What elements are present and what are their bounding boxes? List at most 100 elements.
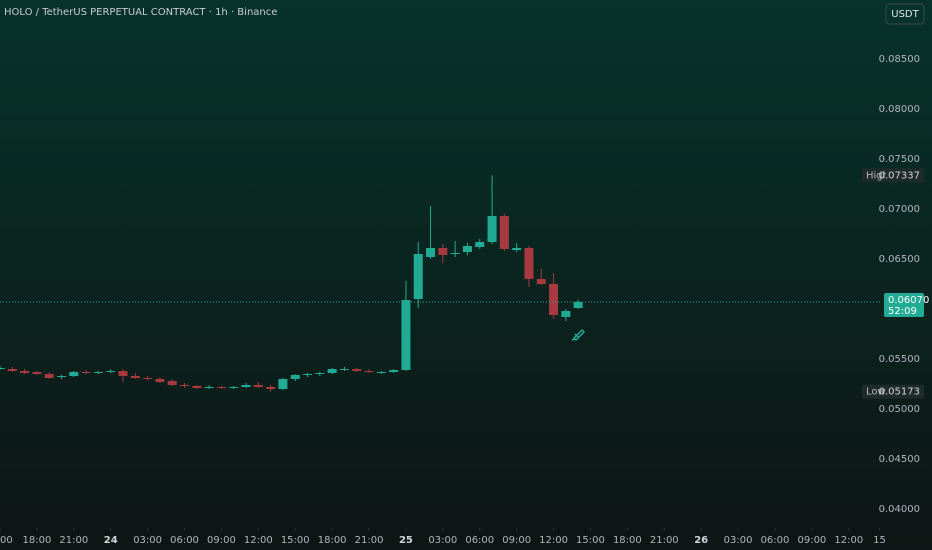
marker-name-badge (862, 168, 886, 183)
x-tick-label: 12:00 (539, 535, 568, 546)
y-tick-label: 0.04500 (879, 454, 920, 465)
candle-body (278, 379, 288, 389)
marker-value-badge (886, 168, 924, 183)
candle-body (303, 374, 313, 375)
candle-body (561, 311, 571, 317)
candle-body (462, 246, 472, 252)
candle-body (155, 379, 165, 382)
y-tick-label: 0.07000 (879, 204, 920, 215)
candle-body (499, 216, 509, 249)
y-tick-label: 0.05500 (879, 354, 920, 365)
last-price-badge (884, 293, 924, 317)
marker-value: 0.05173 (879, 387, 920, 398)
candle-body (253, 385, 263, 387)
quote-button[interactable] (885, 3, 925, 25)
candle-body (290, 375, 300, 379)
x-tick-label: 15 (873, 535, 886, 546)
candle-body (143, 378, 153, 379)
candle-body (130, 376, 140, 378)
x-tick-label: 06:00 (465, 535, 494, 546)
x-tick-label: 18:00 (613, 535, 642, 546)
x-tick-label: 15:00 (576, 535, 605, 546)
x-tick-label: 06:00 (761, 535, 790, 546)
y-tick-label: 0.08000 (879, 104, 920, 115)
x-tick-label: 21:00 (355, 535, 384, 546)
candle-body (241, 385, 251, 387)
x-tick-label: 21:00 (59, 535, 88, 546)
candle-body (266, 387, 276, 389)
candle-body (44, 374, 54, 378)
x-tick-label: 25 (399, 535, 413, 546)
x-tick-label: 03:00 (724, 535, 753, 546)
candle-body (426, 248, 436, 257)
candle-body (475, 242, 485, 247)
candle-body (81, 372, 91, 373)
candle-body (57, 376, 67, 377)
x-tick-label: 18:00 (318, 535, 347, 546)
candle-body (93, 372, 103, 373)
chart-title: HOLO / TetherUS PERPETUAL CONTRACT · 1h … (4, 7, 277, 18)
y-tick-label: 0.08500 (879, 54, 920, 65)
candle-body (364, 371, 374, 372)
candle-body (0, 368, 5, 369)
candle-body (573, 302, 583, 308)
x-tick-label: 12:00 (244, 535, 273, 546)
y-tick-label: 0.05000 (879, 404, 920, 415)
x-tick-label: 24 (104, 535, 118, 546)
x-tick-label: 03:00 (428, 535, 457, 546)
candle-body (315, 373, 325, 374)
candle-body (216, 387, 226, 388)
x-tick-label: 26 (694, 535, 708, 546)
candle-body (438, 248, 448, 255)
candle-body (450, 253, 460, 254)
candle-body (118, 371, 128, 376)
last-price-label: 0.06070 (888, 295, 929, 306)
candle-body (352, 369, 362, 371)
candle-body (229, 387, 239, 388)
quote-button-text[interactable]: USDT (891, 9, 919, 20)
x-tick-label: 06:00 (170, 535, 199, 546)
candle-body (401, 300, 411, 370)
candle-body (204, 387, 214, 388)
x-tick-label: 09:00 (502, 535, 531, 546)
candle-body (7, 369, 17, 371)
countdown: 52:09 (888, 306, 917, 317)
y-tick-label: 0.06500 (879, 254, 920, 265)
candle-body (339, 369, 349, 370)
candle-body (487, 216, 497, 242)
candle-body (524, 248, 534, 279)
x-tick-label: 09:00 (797, 535, 826, 546)
candle-body (327, 369, 337, 373)
candle-body (512, 248, 522, 250)
x-tick-label: 18:00 (22, 535, 51, 546)
y-tick-label: 0.07500 (879, 154, 920, 165)
candle-body (413, 254, 423, 299)
x-tick-label: 03:00 (133, 535, 162, 546)
candle-body (549, 284, 559, 315)
candle-body (192, 386, 202, 388)
candle-body (106, 371, 116, 372)
candle-body (20, 371, 30, 373)
marker-value-badge (886, 384, 924, 399)
candle-body (389, 370, 399, 372)
x-tick-label: 00 (0, 535, 13, 546)
marker-name: Low (866, 387, 886, 398)
candle-body (69, 372, 79, 376)
x-tick-label: 21:00 (650, 535, 679, 546)
y-tick-label: 0.04000 (879, 504, 920, 515)
candle-body (167, 381, 177, 385)
candle-body (32, 372, 42, 374)
marker-value: 0.07337 (879, 170, 920, 181)
x-tick-label: 15:00 (281, 535, 310, 546)
marker-name-badge (862, 384, 886, 399)
marker-name: High (866, 170, 889, 181)
candle-body (376, 372, 386, 373)
rocket-icon (571, 328, 586, 342)
candle-body (180, 385, 190, 386)
candle-body (536, 279, 546, 284)
x-tick-label: 12:00 (834, 535, 863, 546)
x-tick-label: 09:00 (207, 535, 236, 546)
